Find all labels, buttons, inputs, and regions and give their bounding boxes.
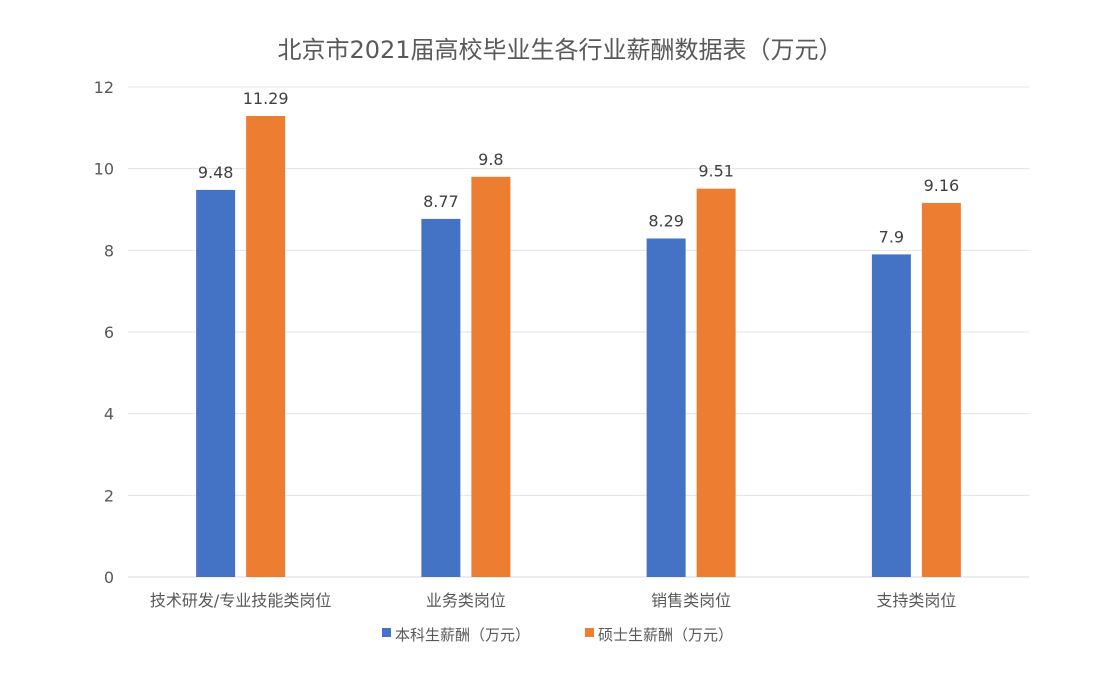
- bar-series-1-category-0: [246, 115, 286, 577]
- bar-series-1-category-1: [471, 176, 511, 578]
- legend-swatch-0: [382, 628, 391, 637]
- data-label: 9.51: [698, 162, 734, 181]
- data-labels: 9.48 11.29 8.77 9.8 8.29 9.51 7.9 9.16: [198, 89, 959, 246]
- x-tick-label: 技术研发/专业技能类岗位: [150, 591, 331, 610]
- y-tick-label: 0: [104, 568, 114, 587]
- x-axis-ticks: 技术研发/专业技能类岗位 业务类岗位 销售类岗位 支持类岗位: [150, 591, 956, 610]
- bar-series-1-category-2: [696, 188, 736, 578]
- bar-series-1-category-3: [921, 202, 961, 577]
- data-label: 8.77: [423, 192, 459, 211]
- data-label: 8.29: [648, 211, 684, 230]
- chart-title: 北京市2021届高校毕业生各行业薪酬数据表（万元）: [277, 36, 842, 64]
- bar-series-0-category-3: [871, 254, 911, 577]
- y-tick-label: 2: [104, 486, 114, 505]
- data-label: 9.16: [924, 176, 960, 195]
- legend-swatch-1: [585, 628, 594, 637]
- bar-series-0-category-2: [646, 238, 686, 577]
- x-tick-label: 业务类岗位: [426, 591, 506, 610]
- y-tick-label: 6: [104, 323, 114, 342]
- x-tick-label: 支持类岗位: [876, 591, 956, 610]
- legend: 本科生薪酬（万元） 硕士生薪酬（万元）: [382, 626, 733, 644]
- data-label: 9.48: [198, 163, 234, 182]
- data-label: 7.9: [879, 227, 904, 246]
- y-tick-label: 12: [94, 78, 114, 97]
- legend-label-1: 硕士生薪酬（万元）: [598, 626, 733, 644]
- bar-series-0-category-1: [421, 218, 461, 577]
- y-axis-ticks: 0 2 4 6 8 10 12: [94, 78, 114, 587]
- legend-label-0: 本科生薪酬（万元）: [395, 626, 530, 644]
- data-label: 11.29: [243, 89, 289, 108]
- x-tick-label: 销售类岗位: [651, 591, 731, 610]
- y-tick-label: 8: [104, 241, 114, 260]
- data-label: 9.8: [478, 150, 503, 169]
- y-tick-label: 4: [104, 405, 114, 424]
- bar-series-0-category-0: [196, 189, 236, 577]
- bars: [196, 115, 961, 578]
- y-tick-label: 10: [94, 160, 114, 179]
